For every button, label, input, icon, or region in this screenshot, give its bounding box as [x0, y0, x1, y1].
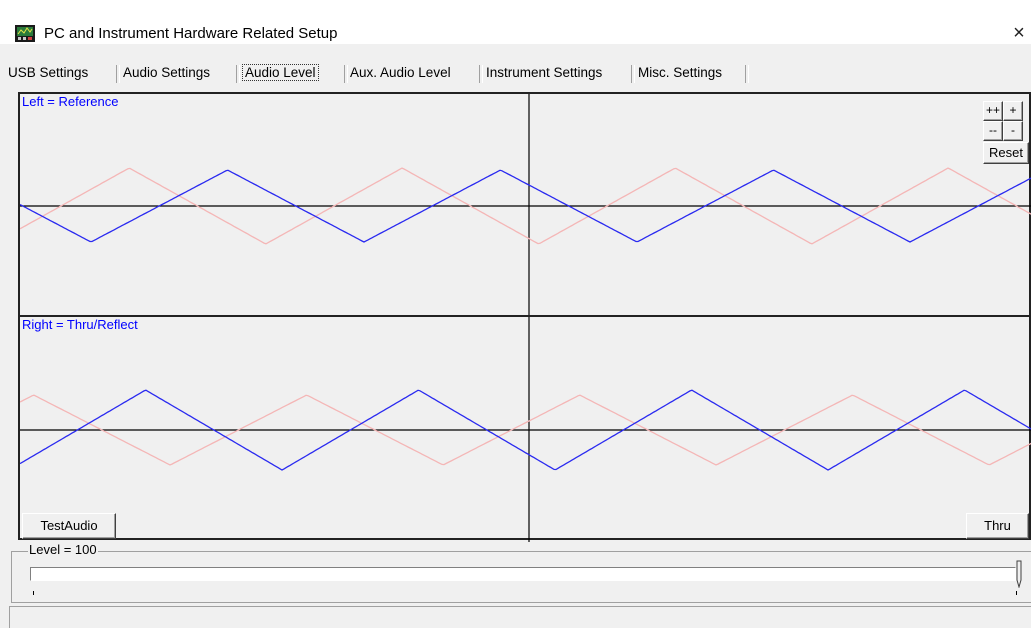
tab-separator [236, 65, 240, 83]
title-bar: PC and Instrument Hardware Related Setup… [0, 0, 1031, 44]
scope-thru-reflect: Right = Thru/Reflect TestAudio Thru [18, 315, 1031, 542]
tab-separator [745, 65, 749, 83]
tab-usb-settings[interactable]: USB Settings [8, 65, 89, 80]
level-group [11, 551, 1031, 603]
tab-audio-level[interactable]: Audio Level [242, 62, 319, 84]
tab-instrument-settings[interactable]: Instrument Settings [486, 65, 603, 80]
slider-tick-max [1016, 591, 1017, 595]
level-label: Level = 100 [28, 542, 98, 558]
thru-reflect-label: Right = Thru/Reflect [22, 317, 138, 332]
reference-secondary-trace [20, 167, 1031, 245]
thru-mode-button[interactable]: Thru [966, 513, 1029, 539]
tab-aux-audio-level[interactable]: Aux. Audio Level [350, 65, 451, 80]
tab-audio-settings[interactable]: Audio Settings [123, 65, 211, 80]
instrument-icon [15, 25, 35, 42]
scope-thru-reflect-canvas [20, 317, 1031, 542]
thru-secondary-trace [20, 394, 1031, 466]
tab-misc-settings[interactable]: Misc. Settings [638, 65, 723, 80]
slider-tick-min [33, 591, 34, 595]
level-slider-track[interactable] [30, 567, 1016, 581]
reference-label: Left = Reference [22, 94, 119, 109]
status-bar [9, 606, 1031, 628]
close-icon[interactable]: × [1013, 22, 1025, 44]
tab-separator [479, 65, 483, 83]
zoom-out-button[interactable]: - [1003, 121, 1023, 141]
test-audio-button[interactable]: TestAudio [22, 513, 116, 539]
thru-primary-trace [20, 389, 1031, 471]
zoom-out-fast-button[interactable]: -- [983, 121, 1003, 141]
window-title: PC and Instrument Hardware Related Setup [44, 25, 338, 42]
reset-button[interactable]: Reset [983, 142, 1029, 164]
zoom-in-button[interactable]: + [1003, 101, 1023, 121]
scope-reference-canvas [20, 94, 1031, 319]
dialog-client-area: USB Settings Audio Settings Audio Level … [0, 44, 1031, 628]
tab-separator [631, 65, 635, 83]
tab-separator [344, 65, 348, 83]
scope-reference: Left = Reference ++ + -- - Reset [18, 92, 1031, 319]
level-slider-thumb[interactable] [1016, 560, 1022, 588]
reference-primary-trace [20, 169, 1031, 243]
zoom-in-fast-button[interactable]: ++ [983, 101, 1003, 121]
tab-separator [116, 65, 120, 83]
